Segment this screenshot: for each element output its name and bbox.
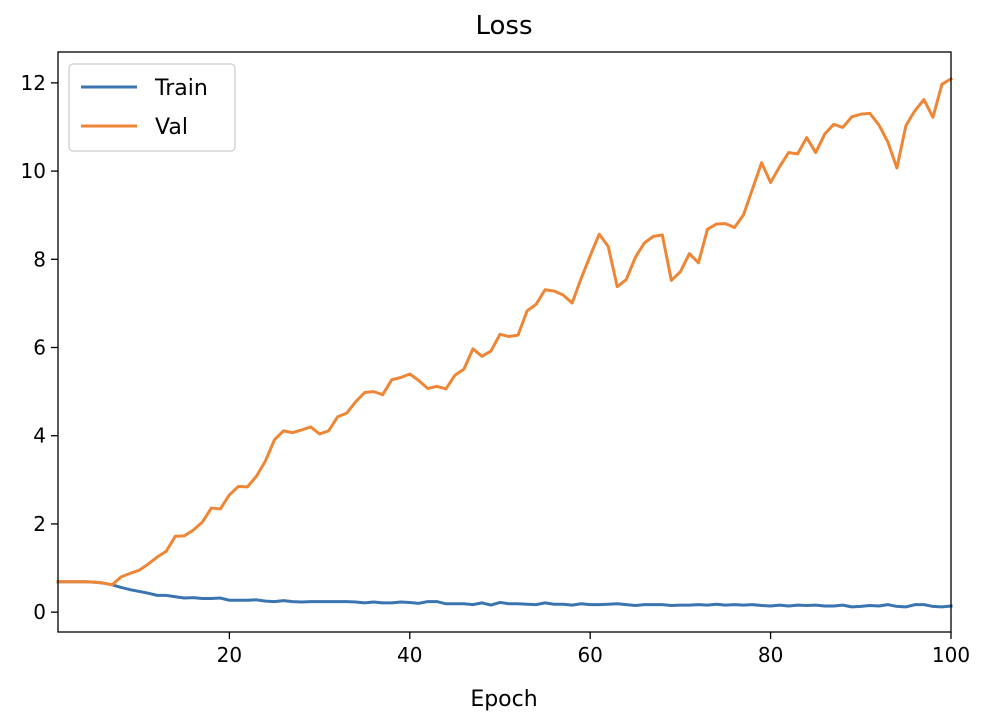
x-tick-label: 40 — [397, 643, 422, 667]
series-line-val — [56, 76, 954, 587]
x-tick-label: 20 — [217, 643, 242, 667]
x-axis-title: Epoch — [470, 687, 537, 712]
x-tick-label: 100 — [932, 643, 970, 667]
chart-title: Loss — [475, 11, 532, 41]
plot-area — [56, 76, 954, 609]
y-axis: 0 2 4 6 8 10 12 — [21, 71, 58, 624]
y-tick-label: 10 — [21, 159, 46, 183]
y-tick-label: 0 — [33, 600, 46, 624]
legend-label-train: Train — [154, 76, 208, 101]
x-tick-label: 60 — [577, 643, 602, 667]
legend: Train Val — [68, 63, 236, 152]
y-tick-label: 4 — [33, 424, 46, 448]
y-tick-label: 8 — [33, 247, 46, 271]
legend-box — [68, 63, 236, 152]
x-axis: 20 40 60 80 100 — [217, 632, 970, 667]
plot-frame — [57, 51, 952, 633]
legend-label-val: Val — [155, 115, 188, 140]
y-tick-label: 12 — [21, 71, 46, 95]
y-tick-label: 6 — [33, 336, 46, 360]
series-line-train — [56, 580, 953, 609]
x-tick-label: 80 — [758, 643, 783, 667]
y-tick-label: 2 — [33, 512, 46, 536]
